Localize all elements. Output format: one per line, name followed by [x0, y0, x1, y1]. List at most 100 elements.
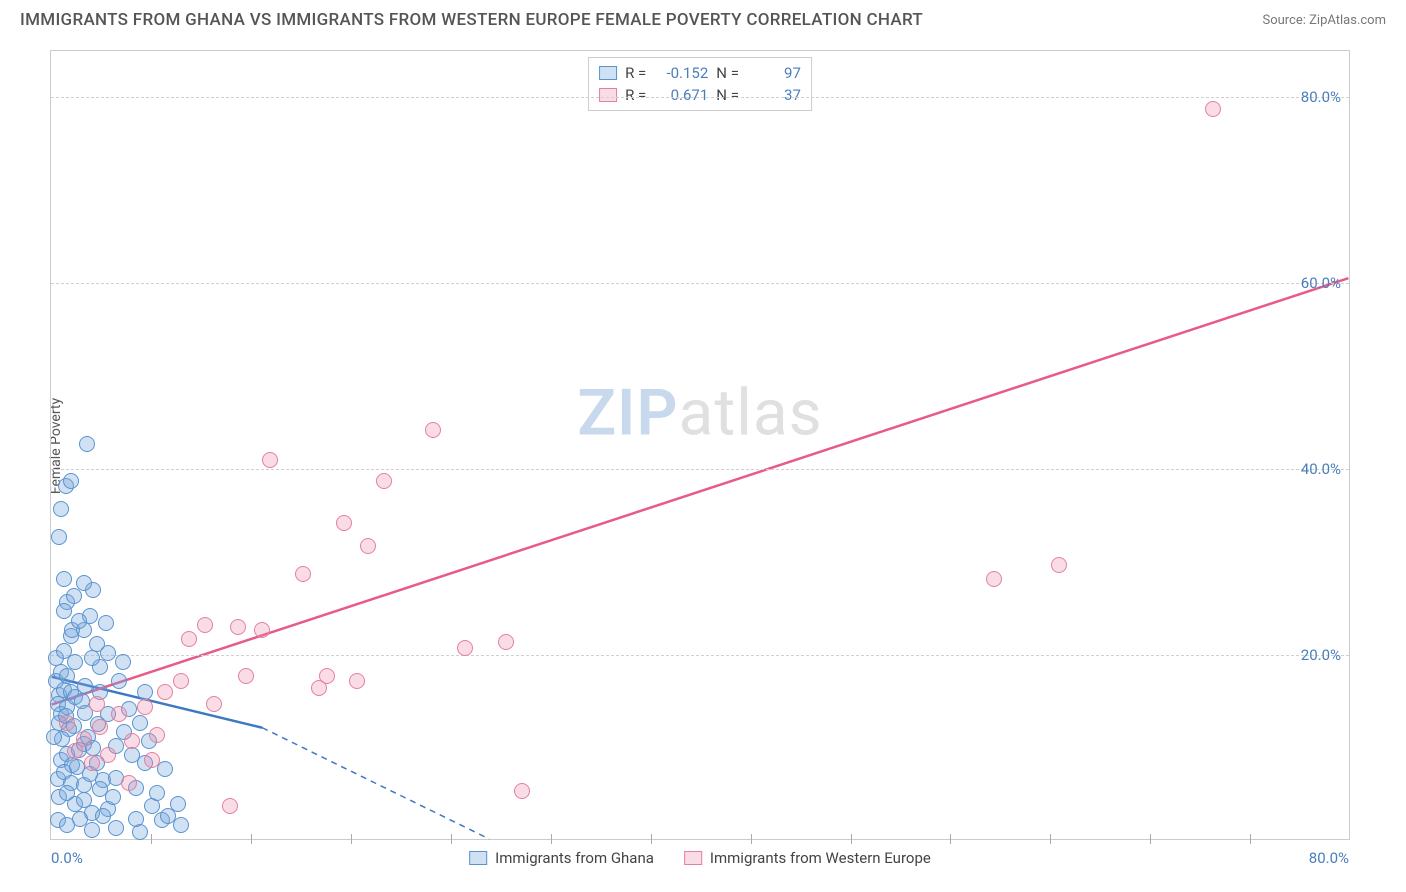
- data-point: [170, 796, 186, 812]
- legend-label-we: Immigrants from Western Europe: [710, 849, 931, 867]
- data-point: [157, 761, 173, 777]
- data-point: [425, 422, 441, 438]
- data-point: [457, 640, 473, 656]
- data-point: [56, 603, 72, 619]
- grid-line: [51, 283, 1349, 284]
- data-point: [349, 673, 365, 689]
- data-point: [360, 538, 376, 554]
- data-point: [59, 668, 75, 684]
- legend-stat-row-2: R = 0.671 N = 37: [599, 84, 801, 106]
- data-point: [51, 529, 67, 545]
- data-point: [132, 715, 148, 731]
- watermark: ZIPatlas: [577, 376, 822, 451]
- data-point: [63, 473, 79, 489]
- x-tick: [351, 834, 352, 844]
- data-point: [1051, 557, 1067, 573]
- legend-swatch-ghana: [469, 851, 487, 865]
- chart-title: IMMIGRANTS FROM GHANA VS IMMIGRANTS FROM…: [20, 10, 923, 30]
- legend-swatch-ghana: [599, 66, 617, 80]
- data-point: [197, 617, 213, 633]
- watermark-atlas: atlas: [679, 376, 823, 451]
- y-tick-label: 60.0%: [1301, 274, 1341, 292]
- x-tick: [151, 834, 152, 844]
- r-label: R =: [625, 86, 646, 104]
- data-point: [92, 719, 108, 735]
- r-label: R =: [625, 64, 646, 82]
- data-point: [71, 613, 87, 629]
- r-value-ghana: -0.152: [654, 64, 708, 82]
- trend-svg: [51, 51, 1349, 839]
- data-point: [262, 452, 278, 468]
- data-point: [222, 798, 238, 814]
- x-tick: [950, 834, 951, 844]
- data-point: [84, 755, 100, 771]
- grid-line: [51, 469, 1349, 470]
- legend-stats: R = -0.152 N = 97 R = 0.671 N = 37: [588, 57, 812, 111]
- x-tick: [251, 834, 252, 844]
- x-tick: [551, 834, 552, 844]
- data-point: [111, 706, 127, 722]
- r-value-we: 0.671: [654, 86, 708, 104]
- data-point: [1205, 101, 1221, 117]
- legend-swatch-we: [684, 851, 702, 865]
- data-point: [100, 747, 116, 763]
- data-point: [206, 696, 222, 712]
- data-point: [149, 727, 165, 743]
- data-point: [98, 615, 114, 631]
- n-value-we: 37: [747, 86, 801, 104]
- data-point: [124, 733, 140, 749]
- grid-line: [51, 655, 1349, 656]
- data-point: [137, 684, 153, 700]
- data-point: [230, 619, 246, 635]
- data-point: [53, 501, 69, 517]
- n-value-ghana: 97: [747, 64, 801, 82]
- legend-swatch-we: [599, 88, 617, 102]
- x-tick: [1150, 834, 1151, 844]
- x-tick: [851, 834, 852, 844]
- x-tick: [1050, 834, 1051, 844]
- x-tick: [651, 834, 652, 844]
- x-tick: [751, 834, 752, 844]
- trend-line: [52, 278, 1349, 704]
- chart-area: ZIPatlas R = -0.152 N = 97 R = 0.671 N =…: [50, 50, 1350, 840]
- data-point: [84, 822, 100, 838]
- data-point: [137, 699, 153, 715]
- data-point: [173, 817, 189, 833]
- data-point: [149, 785, 165, 801]
- data-point: [108, 820, 124, 836]
- data-point: [105, 789, 121, 805]
- data-point: [76, 575, 92, 591]
- data-point: [173, 673, 189, 689]
- y-tick-label: 80.0%: [1301, 88, 1341, 106]
- x-tick: [1250, 834, 1251, 844]
- data-point: [111, 673, 127, 689]
- legend-item-we: Immigrants from Western Europe: [684, 849, 931, 867]
- data-point: [498, 634, 514, 650]
- data-point: [514, 783, 530, 799]
- data-point: [144, 752, 160, 768]
- data-point: [77, 678, 93, 694]
- data-point: [79, 436, 95, 452]
- data-point: [89, 696, 105, 712]
- data-point: [56, 571, 72, 587]
- n-label: N =: [716, 86, 739, 104]
- watermark-zip: ZIP: [577, 376, 678, 451]
- n-label: N =: [716, 64, 739, 82]
- data-point: [319, 668, 335, 684]
- x-tick-label: 80.0%: [1309, 849, 1349, 867]
- data-point: [986, 571, 1002, 587]
- data-point: [46, 729, 62, 745]
- data-point: [336, 515, 352, 531]
- data-point: [181, 631, 197, 647]
- data-point: [376, 473, 392, 489]
- data-point: [59, 715, 75, 731]
- data-point: [100, 645, 116, 661]
- legend-stat-row-1: R = -0.152 N = 97: [599, 62, 801, 84]
- data-point: [95, 808, 111, 824]
- data-point: [295, 566, 311, 582]
- data-point: [84, 650, 100, 666]
- y-tick-label: 20.0%: [1301, 646, 1341, 664]
- x-tick: [451, 834, 452, 844]
- y-tick-label: 40.0%: [1301, 460, 1341, 478]
- legend-item-ghana: Immigrants from Ghana: [469, 849, 654, 867]
